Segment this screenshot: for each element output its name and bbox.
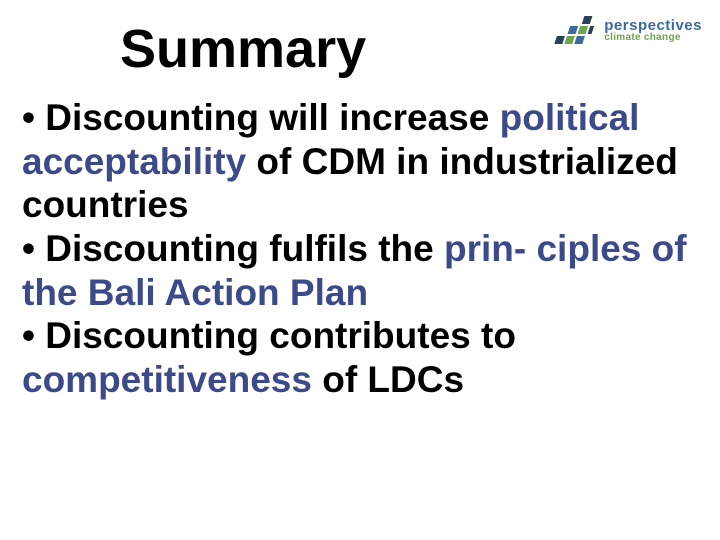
bullet-3-prefix: • Discounting contributes to: [22, 315, 516, 356]
logo-text: perspectives climate change: [604, 18, 702, 43]
logo-mark-icon: [546, 8, 598, 52]
bullet-3-highlight: competitiveness: [22, 359, 312, 400]
slide-body: • Discounting will increase political ac…: [22, 96, 690, 402]
logo-text-bottom: climate change: [604, 33, 702, 43]
logo-text-top: perspectives: [604, 18, 702, 33]
bullet-1-prefix: • Discounting will increase: [22, 97, 500, 138]
bullet-2-prefix: • Discounting fulfils the: [22, 228, 444, 269]
slide-title: Summary: [120, 18, 366, 80]
brand-logo: perspectives climate change: [546, 8, 702, 52]
bullet-3-suffix: of LDCs: [312, 359, 464, 400]
